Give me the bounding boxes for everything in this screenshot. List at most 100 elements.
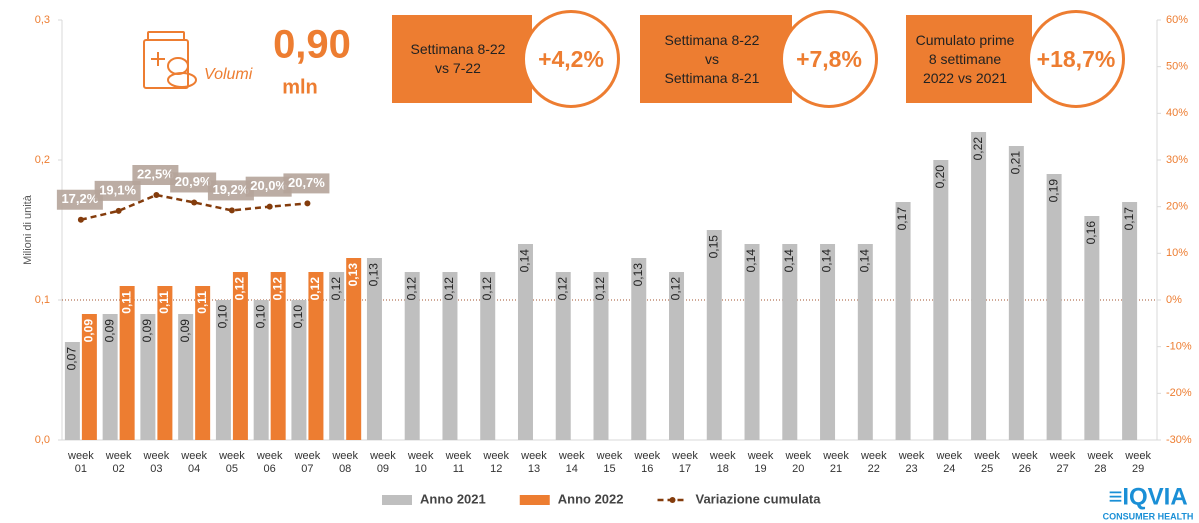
data-label: 22,5% — [137, 166, 174, 181]
y-tick-label: 0,0 — [35, 434, 50, 446]
data-label: 0,17 — [895, 207, 909, 231]
data-label: 0,12 — [593, 277, 607, 301]
data-label: 0,09 — [178, 319, 192, 343]
bar — [157, 286, 173, 440]
bar — [971, 132, 987, 440]
data-label: 0,12 — [669, 277, 683, 301]
line-marker — [153, 192, 160, 198]
bar — [253, 300, 269, 440]
x-tick-label: week 07 — [294, 450, 321, 475]
y2-tick-label: 10% — [1166, 247, 1188, 259]
callout-text: vs — [705, 50, 719, 67]
brand-name: ≡IQVIA — [1108, 483, 1187, 510]
bar — [895, 202, 911, 440]
callout-text: vs 7-22 — [435, 60, 481, 76]
data-label: 0,09 — [140, 319, 154, 343]
bar — [102, 314, 118, 440]
bar — [857, 244, 873, 440]
legend-swatch — [669, 497, 676, 503]
data-label: 0,10 — [291, 305, 305, 329]
x-tick-label: week 26 — [1012, 450, 1038, 475]
data-label: 0,15 — [706, 235, 720, 259]
bar — [669, 272, 685, 440]
legend-swatch — [382, 495, 412, 505]
bar — [291, 300, 307, 440]
y2-tick-label: -20% — [1166, 387, 1192, 399]
data-label: 0,16 — [1084, 221, 1098, 245]
x-tick-label: week 28 — [1087, 450, 1114, 475]
callout-value: +4,2% — [522, 10, 620, 108]
data-label: 0,13 — [346, 263, 360, 287]
data-label: 0,11 — [119, 291, 133, 314]
data-label: 17,2% — [61, 191, 98, 206]
bar — [404, 272, 420, 440]
callout-box: Settimana 8-22 vs Settimana 8-21 — [640, 15, 792, 103]
data-label: 20,7% — [288, 175, 325, 190]
bar — [1046, 174, 1062, 440]
data-label-bg — [132, 165, 179, 185]
bar — [366, 258, 382, 440]
bar — [593, 272, 609, 440]
bar — [820, 244, 836, 440]
line-marker — [77, 216, 84, 223]
data-label: 0,20 — [933, 165, 947, 189]
bar — [329, 272, 345, 440]
data-label: 19,1% — [99, 182, 136, 197]
x-tick-label: week 27 — [1049, 450, 1076, 475]
callout-text: Cumulato prime — [915, 31, 1015, 48]
x-tick-label: week 08 — [332, 450, 359, 475]
bar — [119, 286, 135, 440]
y-tick-label: 0,1 — [35, 294, 50, 306]
bar — [480, 272, 496, 440]
kpi-value: 0,90 — [273, 23, 351, 67]
x-tick-label: week 12 — [483, 450, 510, 475]
x-tick-label: week 15 — [596, 450, 623, 475]
data-label: 0,21 — [1009, 151, 1023, 175]
line-marker — [115, 207, 122, 214]
data-label: 0,07 — [65, 347, 79, 371]
legend-swatch — [519, 495, 550, 505]
legend-label: Variazione cumulata — [696, 491, 822, 506]
x-tick-label: week 29 — [1125, 450, 1151, 475]
x-tick-label: week 04 — [181, 450, 207, 475]
x-tick-label: week 25 — [974, 450, 1000, 475]
x-tick-label: week 17 — [672, 450, 698, 475]
line-marker — [266, 203, 273, 210]
data-label: 0,11 — [195, 291, 209, 314]
callout-text: Settimana 8-22 — [410, 41, 506, 57]
data-label-bg — [207, 180, 254, 201]
legend-label: Anno 2022 — [558, 491, 624, 506]
callout-text: 8 settimane — [928, 50, 1002, 67]
bar — [1008, 146, 1024, 440]
data-label-bg — [170, 172, 217, 193]
data-label: 0,19 — [1046, 179, 1060, 203]
x-tick-label: week 11 — [445, 450, 472, 475]
data-label: 0,10 — [253, 305, 267, 329]
y2-tick-label: 20% — [1166, 201, 1188, 213]
x-tick-label: week 05 — [219, 450, 245, 475]
bar — [933, 160, 949, 440]
y2-tick-label: 60% — [1166, 14, 1188, 26]
data-label: 0,09 — [82, 319, 96, 343]
data-label: 0,14 — [744, 249, 758, 273]
line-marker — [191, 199, 198, 206]
x-tick-label: week 23 — [898, 450, 925, 475]
data-label: 0,13 — [367, 263, 381, 287]
x-tick-label: week 21 — [823, 450, 849, 475]
bar — [1122, 202, 1138, 440]
data-label: 0,12 — [480, 277, 494, 301]
data-label: 0,12 — [555, 277, 569, 301]
x-tick-label: week 22 — [860, 450, 887, 475]
y2-tick-label: -30% — [1166, 434, 1192, 446]
data-label: 0,14 — [782, 249, 796, 273]
x-tick-label: week 09 — [370, 450, 396, 475]
y2-tick-label: 0% — [1166, 294, 1182, 306]
data-label: 0,14 — [857, 249, 871, 273]
legend-label: Anno 2021 — [420, 491, 486, 506]
bar — [555, 272, 571, 440]
y-axis-label: Milioni di unità — [22, 194, 34, 265]
data-label: 0,10 — [216, 305, 230, 329]
data-label-bg — [245, 176, 292, 197]
